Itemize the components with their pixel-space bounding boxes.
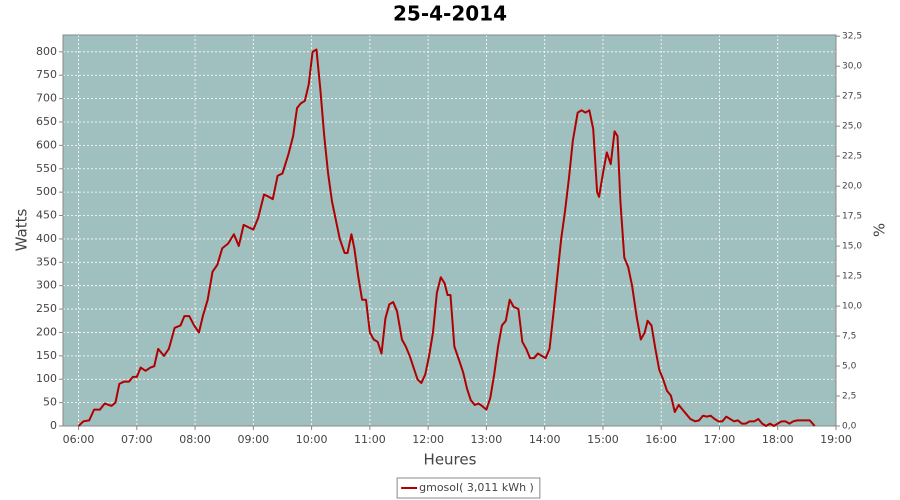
y2-tick-label: 12,5 [842, 272, 862, 282]
y2-tick-label: 15,0 [842, 242, 862, 252]
x-tick-label: 19:00 [820, 433, 852, 446]
y-tick-label: 800 [36, 45, 57, 58]
x-tick-label: 12:00 [412, 433, 444, 446]
x-tick-label: 07:00 [121, 433, 153, 446]
y2-tick-label: 30,0 [842, 62, 862, 72]
x-tick-label: 15:00 [587, 433, 619, 446]
y2-tick-label: 20,0 [842, 182, 862, 192]
x-tick-label: 17:00 [704, 433, 736, 446]
y-tick-label: 350 [36, 255, 57, 268]
y2-axis-label: % [871, 223, 889, 237]
y-tick-label: 700 [36, 92, 57, 105]
x-tick-label: 13:00 [471, 433, 503, 446]
y-tick-label: 0 [50, 419, 57, 432]
legend-label: gmosol( 3,011 kWh ) [419, 481, 534, 494]
y-axis-label: Watts [13, 209, 31, 252]
y2-tick-label: 22,5 [842, 152, 862, 162]
x-tick-label: 06:00 [63, 433, 95, 446]
y-tick-label: 500 [36, 185, 57, 198]
y-tick-label: 550 [36, 162, 57, 175]
y2-tick-label: 2,5 [842, 392, 856, 402]
y-tick-label: 150 [36, 349, 57, 362]
y2-tick-label: 32,5 [842, 32, 862, 42]
y2-tick-label: 0,0 [842, 422, 857, 432]
y-tick-label: 650 [36, 115, 57, 128]
x-tick-label: 09:00 [237, 433, 269, 446]
plot-border [62, 34, 837, 427]
y2-tick-label: 10,0 [842, 302, 862, 312]
x-tick-label: 10:00 [296, 433, 328, 446]
y-tick-label: 200 [36, 325, 57, 338]
y-tick-label: 300 [36, 279, 57, 292]
y-tick-label: 600 [36, 138, 57, 151]
y2-tick-label: 7,5 [842, 332, 856, 342]
x-tick-label: 14:00 [529, 433, 561, 446]
x-tick-label: 18:00 [762, 433, 794, 446]
y2-tick-label: 17,5 [842, 212, 862, 222]
y-tick-label: 250 [36, 302, 57, 315]
x-tick-label: 11:00 [354, 433, 386, 446]
y-tick-label: 50 [43, 396, 57, 409]
chart-title: 25-4-2014 [393, 2, 507, 26]
x-tick-label: 08:00 [179, 433, 211, 446]
line-series [77, 48, 816, 427]
y-tick-label: 100 [36, 372, 57, 385]
x-axis-label: Heures [424, 451, 477, 469]
legend-box [396, 477, 541, 499]
plot-area [62, 34, 837, 427]
y2-tick-label: 5,0 [842, 362, 857, 372]
legend: gmosol( 3,011 kWh ) [396, 477, 541, 499]
y2-tick-label: 27,5 [842, 92, 862, 102]
y2-tick-label: 25,0 [842, 122, 862, 132]
y-tick-label: 750 [36, 68, 57, 81]
y-tick-label: 450 [36, 209, 57, 222]
x-tick-label: 16:00 [645, 433, 677, 446]
y-tick-label: 400 [36, 232, 57, 245]
